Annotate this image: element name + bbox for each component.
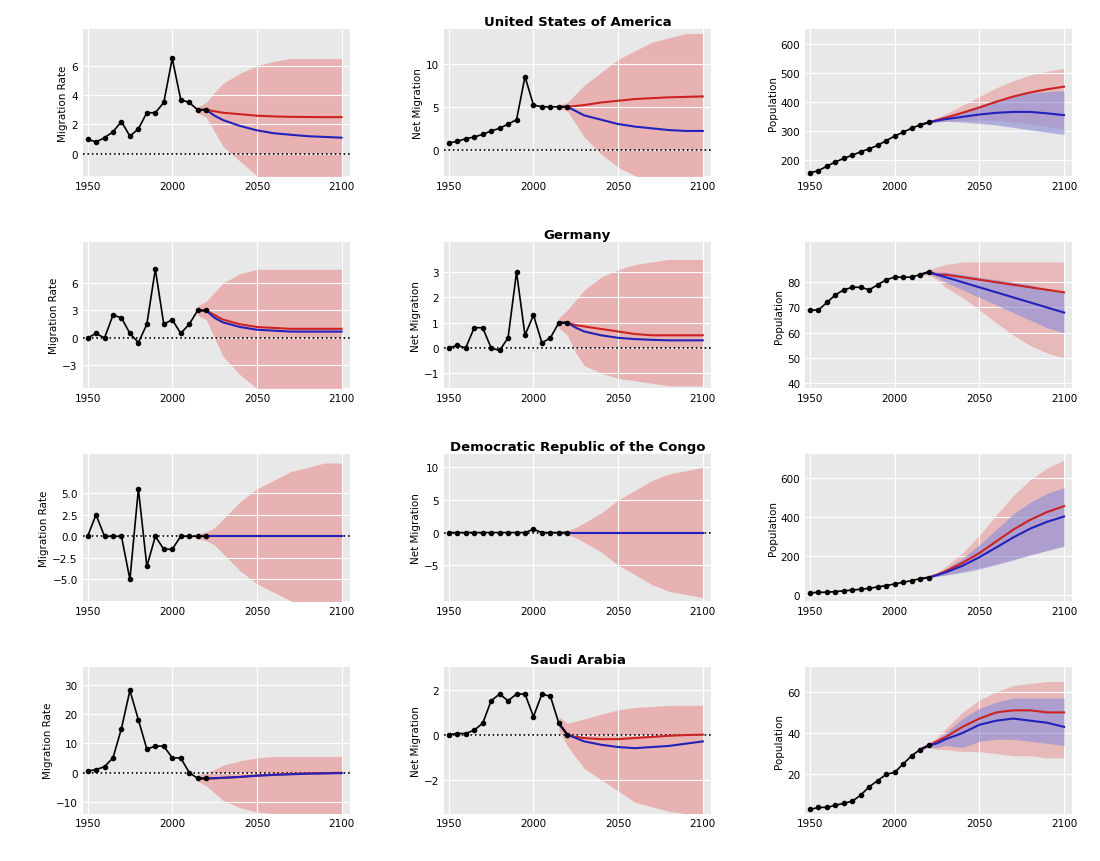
Title: Democratic Republic of the Congo: Democratic Republic of the Congo [450,441,705,454]
Title: United States of America: United States of America [484,16,671,29]
Y-axis label: Net Migration: Net Migration [410,705,420,776]
Title: Saudi Arabia: Saudi Arabia [529,653,626,666]
Y-axis label: Population: Population [774,288,784,344]
Y-axis label: Migration Rate: Migration Rate [43,703,53,778]
Y-axis label: Net Migration: Net Migration [412,68,424,139]
Y-axis label: Population: Population [768,500,778,555]
Y-axis label: Population: Population [774,713,784,768]
Title: Germany: Germany [543,228,612,241]
Y-axis label: Migration Rate: Migration Rate [40,490,49,567]
Y-axis label: Migration Rate: Migration Rate [50,277,59,354]
Y-axis label: Net Migration: Net Migration [410,492,420,563]
Y-axis label: Population: Population [768,76,778,131]
Y-axis label: Net Migration: Net Migration [410,281,420,351]
Y-axis label: Migration Rate: Migration Rate [58,65,68,141]
